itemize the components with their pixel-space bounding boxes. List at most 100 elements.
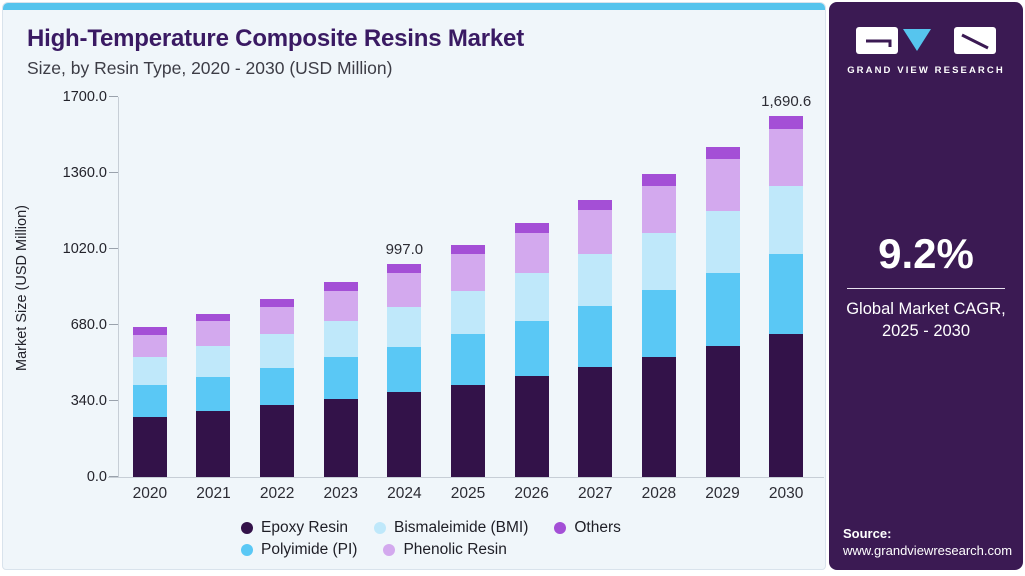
legend-label: Polyimide (PI) (261, 541, 358, 558)
y-tick-mark (109, 96, 118, 97)
bar-segment-epoxy-resin (641, 356, 676, 477)
x-axis-label: 2026 (514, 485, 549, 502)
y-tick-mark (109, 324, 118, 325)
bar-segment-epoxy-resin (705, 346, 740, 477)
y-axis-tick-labels: 0.0 340.0 680.0 1020.0 1360.0 1700.0 (3, 89, 107, 485)
bar-segment-polyimide-pi- (132, 385, 167, 417)
source-label: Source: (843, 526, 892, 541)
bar-2022 (260, 298, 295, 477)
y-tick-label: 340.0 (70, 393, 107, 409)
cagr-label-line2: 2025 - 2030 (881, 322, 971, 341)
bar-2024 (387, 264, 422, 477)
y-tick-label: 1700.0 (62, 89, 107, 105)
bar-segment-phenolic-resin (578, 210, 613, 254)
y-tick-label: 680.0 (70, 317, 107, 333)
bar-segment-phenolic-resin (451, 253, 485, 291)
bar-segment-polyimide-pi- (578, 305, 613, 367)
y-axis-line (118, 97, 119, 477)
bar-segment-polyimide-pi- (323, 357, 358, 399)
x-axis-label: 2020 (132, 485, 168, 502)
bar-segment-epoxy-resin (132, 416, 167, 477)
legend-row: Polyimide (PI) Phenolic Resin (241, 539, 621, 561)
bar-total-label: 997.0 (385, 241, 424, 259)
x-axis-label: 2025 (450, 485, 486, 502)
bar-segment-polyimide-pi- (260, 367, 295, 406)
y-tick-mark (109, 476, 118, 477)
x-axis-label: 2023 (323, 485, 358, 502)
legend-row: Epoxy Resin Bismaleimide (BMI) Others (241, 517, 621, 539)
legend-label: Phenolic Resin (403, 541, 507, 558)
bar-segment-epoxy-resin (451, 384, 485, 477)
bar-segment-others (387, 264, 422, 273)
chart-subtitle: Size, by Resin Type, 2020 - 2030 (USD Mi… (27, 58, 393, 78)
bar-segment-phenolic-resin (260, 306, 295, 334)
bar-segment-epoxy-resin (578, 366, 613, 477)
bar-segment-epoxy-resin (323, 398, 358, 477)
bar-segment-polyimide-pi- (196, 376, 231, 412)
chart-legend: Epoxy Resin Bismaleimide (BMI) Others Polyi… (241, 517, 621, 561)
bar-segment-bismaleimide-bmi- (260, 334, 295, 368)
bar-segment-phenolic-resin (387, 272, 422, 308)
bar-segment-bismaleimide-bmi- (769, 186, 804, 254)
x-axis-label: 2029 (705, 485, 740, 502)
legend-item: Epoxy Resin (241, 519, 348, 537)
plot-area: 2020 2021 2022 2023 997.0 2024 2025 2026 2027 202… (108, 93, 824, 502)
y-tick-mark (109, 400, 118, 401)
bar-2027 (578, 199, 613, 477)
brand-name: GRAND VIEW RESEARCH (847, 65, 1005, 76)
bar-segment-bismaleimide-bmi- (387, 307, 422, 348)
y-tick-mark (109, 248, 118, 249)
bar-segment-others (323, 282, 358, 291)
bar-segment-epoxy-resin (387, 392, 422, 477)
bar-segment-phenolic-resin (323, 290, 358, 321)
cagr-label-line1: Global Market CAGR, (846, 300, 1006, 318)
bar-2028 (641, 174, 676, 477)
bar-2020 (132, 327, 167, 477)
legend-item: Phenolic Resin (383, 541, 507, 559)
bar-segment-epoxy-resin (196, 411, 231, 477)
bar-segment-others (769, 116, 804, 129)
bar-segment-bismaleimide-bmi- (196, 345, 231, 377)
x-axis-label: 2028 (641, 485, 677, 502)
y-tick-label: 1020.0 (62, 241, 107, 257)
legend-item: Others (554, 519, 621, 537)
bar-segment-polyimide-pi- (451, 334, 485, 385)
bar-segment-bismaleimide-bmi- (323, 320, 358, 358)
gvr-logo-icon (856, 27, 996, 54)
chart-title: High-Temperature Composite Resins Market (27, 25, 524, 52)
bar-segment-phenolic-resin (641, 185, 676, 234)
bar-segment-others (578, 199, 613, 211)
bar-segment-phenolic-resin (196, 321, 231, 346)
logo-block: GRAND VIEW RESEARCH (829, 26, 1023, 76)
stacked-bar-chart: Market Size (USD Million) 0.0 340.0 680.0 1… (3, 3, 825, 569)
bar-segment-others (451, 244, 485, 254)
legend-swatch-icon (241, 522, 253, 534)
sidebar: GRAND VIEW RESEARCH 9.2% Global Market C… (829, 2, 1023, 570)
bar-segment-bismaleimide-bmi- (451, 290, 485, 335)
y-tick-mark (109, 172, 118, 173)
bar-2025 (451, 244, 485, 477)
x-axis-line (108, 477, 824, 478)
bar-2029 (705, 146, 740, 477)
bar-segment-polyimide-pi- (769, 253, 804, 335)
cagr-block: 9.2% Global Market CAGR, 2025 - 2030 (829, 230, 1023, 343)
x-axis-label: 2021 (196, 485, 231, 502)
x-axis-label: 2022 (259, 485, 295, 502)
bar-2030 (769, 116, 804, 477)
legend-label: Epoxy Resin (261, 519, 349, 536)
bar-2021 (196, 313, 231, 477)
legend-swatch-icon (374, 522, 387, 534)
legend-swatch-icon (241, 544, 253, 556)
bar-segment-phenolic-resin (132, 335, 167, 358)
bar-segment-others (705, 146, 740, 159)
accent-strip (3, 3, 825, 10)
chart-card: High-Temperature Composite Resins Market… (2, 2, 826, 570)
bar-segment-bismaleimide-bmi- (705, 211, 740, 273)
bar-segment-epoxy-resin (260, 405, 295, 477)
y-tick-label: 0.0 (86, 469, 107, 485)
bar-segment-others (641, 174, 676, 186)
header: High-Temperature Composite Resins Market… (27, 25, 524, 79)
legend-label: Bismaleimide (BMI) (394, 519, 529, 536)
legend-item: Bismaleimide (BMI) (374, 519, 528, 537)
